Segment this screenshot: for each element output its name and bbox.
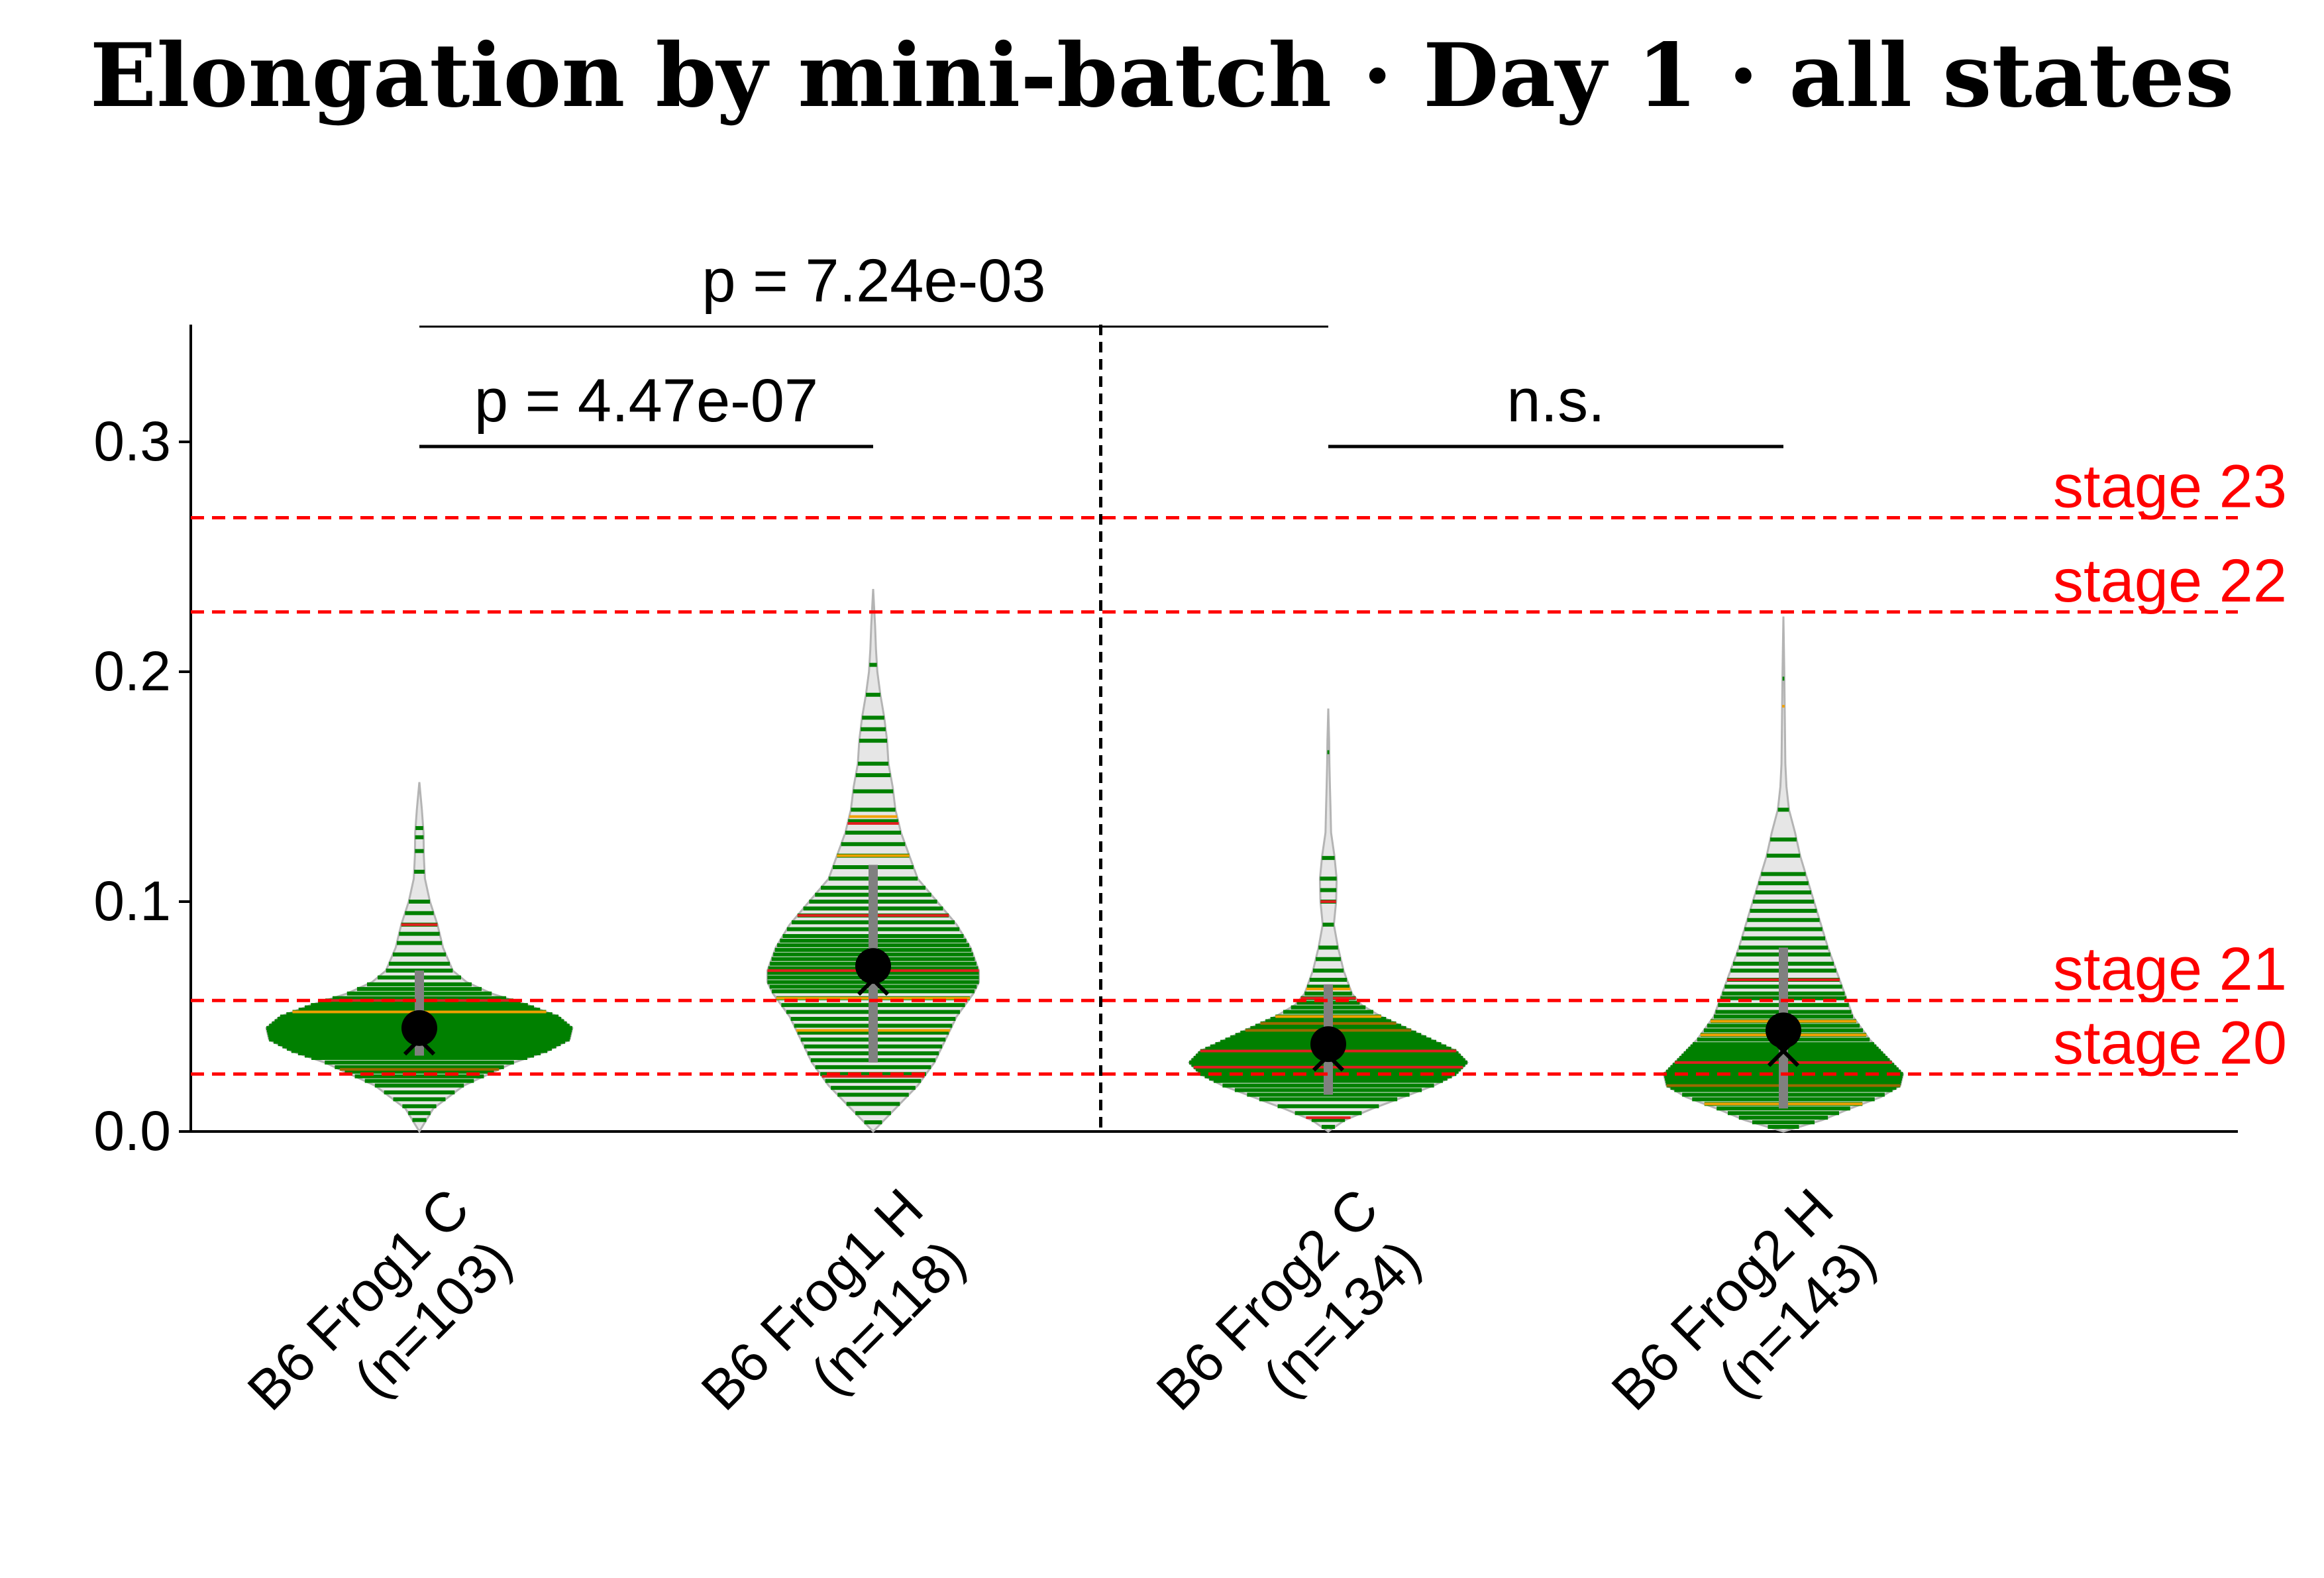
x-tick-label: B6 Frog2 C(n=134)	[1145, 1177, 1432, 1422]
stage-label: stage 23	[2053, 453, 2287, 521]
significance-label: n.s.	[1506, 367, 1605, 435]
mean-marker	[401, 1010, 437, 1046]
stage-label: stage 21	[2053, 935, 2287, 1003]
mean-marker	[1310, 1026, 1346, 1063]
violin-group	[766, 589, 980, 1133]
x-tick-label: B6 Frog1 H(n=118)	[690, 1177, 977, 1422]
significance-label: p = 4.47e-07	[474, 367, 818, 435]
y-tick-label: 0.0	[93, 1100, 171, 1162]
x-tick-label: B6 Frog1 C(n=103)	[236, 1177, 523, 1422]
y-tick-label: 0.3	[93, 410, 171, 472]
y-tick-label: 0.2	[93, 640, 171, 702]
chart-title: Elongation by mini-batch · Day 1 · all s…	[90, 25, 2235, 127]
violin-group	[265, 782, 574, 1133]
stage-label: stage 22	[2053, 547, 2287, 615]
plot-area: 0.0 0.1 0.2 0.3 B6 Frog1 C(n=103) B6 Frog1 H(…	[93, 247, 2287, 1422]
violin-group	[1662, 616, 1905, 1133]
significance-label: p = 7.24e-03	[702, 247, 1045, 315]
violin-group	[1187, 708, 1469, 1133]
mean-marker	[1766, 1012, 1801, 1049]
stage-label: stage 20	[2053, 1009, 2287, 1077]
y-tick-label: 0.1	[93, 870, 171, 932]
mean-marker	[855, 948, 891, 984]
x-tick-label: B6 Frog2 H(n=143)	[1600, 1177, 1887, 1422]
